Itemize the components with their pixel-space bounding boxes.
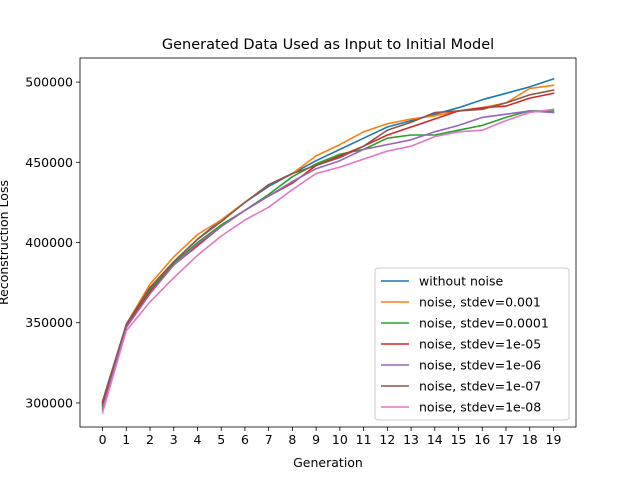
x-axis: 0 1 2 3 4 5 6 7 8 9 10 11 12 13 14 15 16 17 18 19	[99, 427, 562, 447]
y-tick-label: 350000	[25, 315, 73, 330]
y-axis: 300000 350000 400000 450000 500000	[25, 75, 80, 410]
x-tick-label: 18	[522, 432, 538, 447]
legend-label: without noise	[419, 274, 504, 289]
y-axis-label: Reconstruction Loss	[0, 180, 11, 305]
x-tick-label: 13	[403, 432, 419, 447]
x-tick-label: 12	[379, 432, 395, 447]
x-tick-label: 7	[265, 432, 273, 447]
legend: without noise noise, stdev=0.001 noise, st…	[374, 267, 570, 421]
y-tick-label: 450000	[25, 155, 73, 170]
y-tick-label: 500000	[25, 75, 73, 90]
legend-box	[374, 267, 570, 421]
legend-label: noise, stdev=1e-05	[419, 337, 541, 352]
y-tick-label: 300000	[25, 395, 73, 410]
x-tick-label: 10	[332, 432, 348, 447]
x-tick-label: 3	[170, 432, 178, 447]
x-tick-label: 5	[217, 432, 225, 447]
series-line-7	[101, 108, 555, 414]
x-axis-label: Generation	[293, 455, 363, 470]
y-tick-label: 400000	[25, 235, 73, 250]
x-tick-label: 8	[288, 432, 296, 447]
x-tick-label: 16	[474, 432, 490, 447]
x-tick-label: 0	[99, 432, 107, 447]
x-tick-label: 4	[193, 432, 201, 447]
x-tick-label: 17	[498, 432, 514, 447]
legend-label: noise, stdev=0.0001	[419, 316, 549, 331]
x-tick-label: 6	[241, 432, 249, 447]
x-tick-label: 11	[356, 432, 372, 447]
chart-title: Generated Data Used as Input to Initial …	[162, 37, 494, 53]
x-tick-label: 2	[146, 432, 154, 447]
series-layer	[101, 77, 555, 414]
legend-label: noise, stdev=1e-07	[419, 379, 541, 394]
series-line-5	[101, 110, 555, 411]
x-tick-label: 9	[312, 432, 320, 447]
x-tick-label: 1	[122, 432, 130, 447]
x-tick-label: 15	[451, 432, 467, 447]
legend-label: noise, stdev=1e-06	[419, 358, 541, 373]
series-line-3	[101, 110, 555, 408]
series-line-6	[101, 89, 555, 403]
x-tick-label: 19	[546, 432, 562, 447]
legend-label: noise, stdev=1e-08	[419, 400, 541, 415]
x-tick-label: 14	[427, 432, 443, 447]
legend-label: noise, stdev=0.001	[419, 295, 541, 310]
